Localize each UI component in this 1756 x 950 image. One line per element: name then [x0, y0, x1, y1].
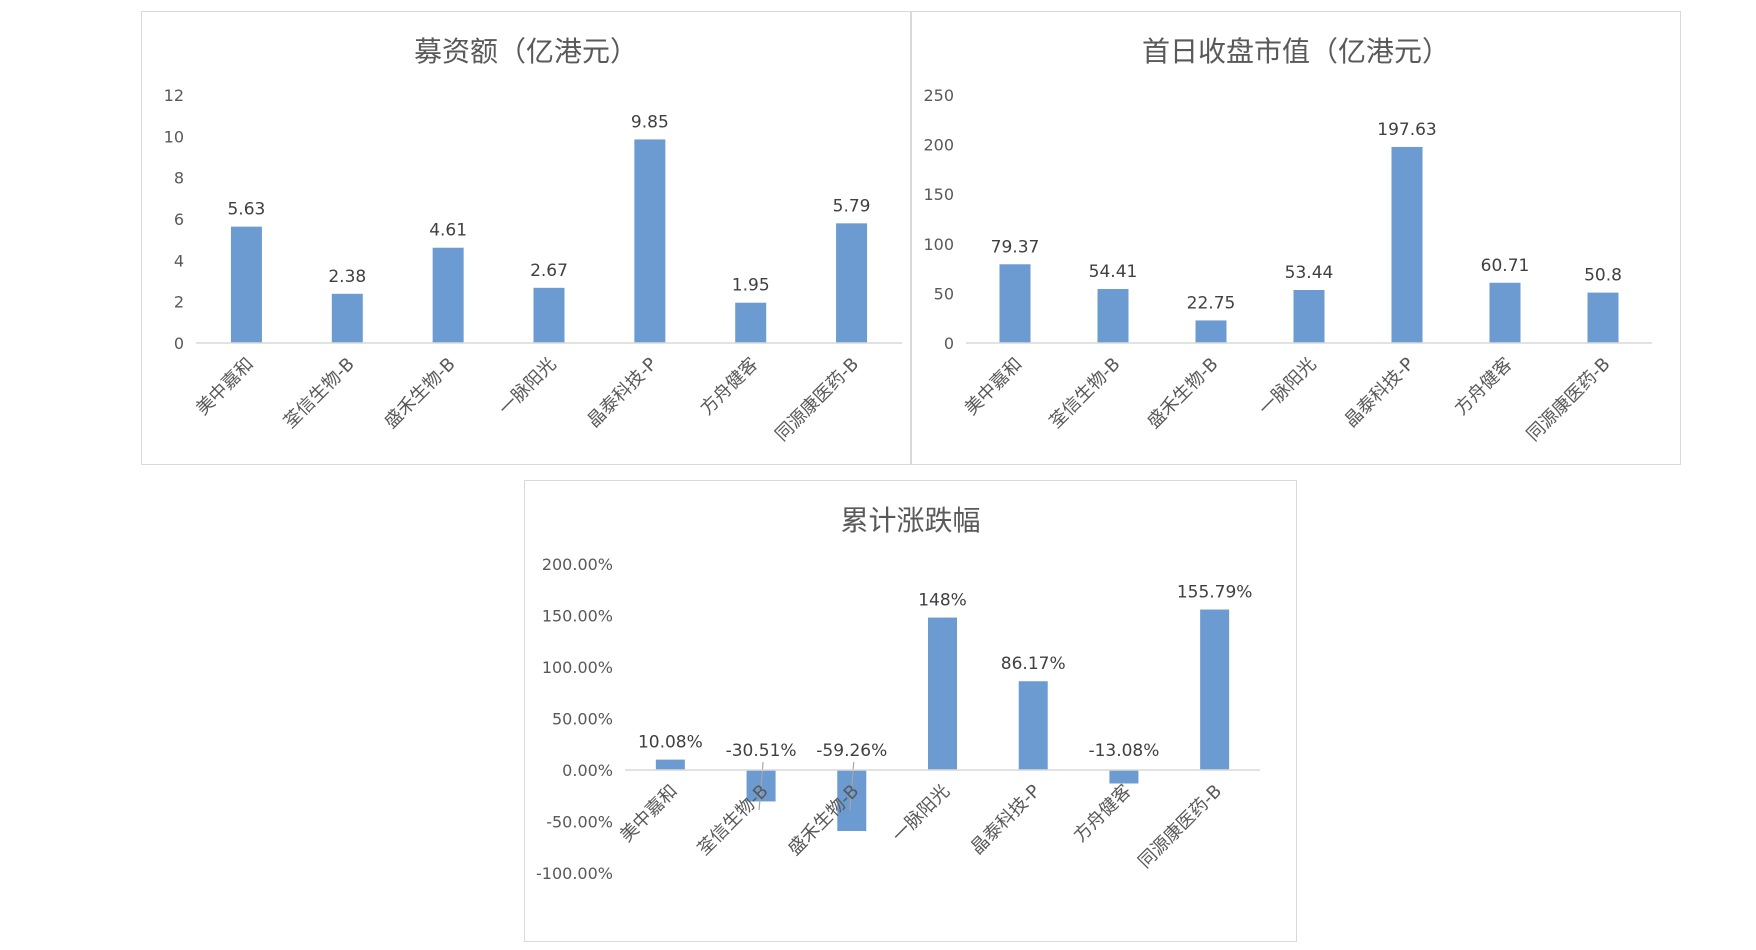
data-label: 4.61 [429, 221, 467, 241]
data-label: 9.85 [631, 112, 669, 132]
bar [928, 617, 957, 770]
category-label: 方舟健客 [1451, 354, 1517, 420]
category-label: 美中嘉和 [192, 354, 258, 420]
category-label: 荃信生物-B [1045, 354, 1124, 433]
bar [1109, 770, 1139, 784]
data-label: 79.37 [991, 237, 1040, 257]
bar [1018, 681, 1048, 770]
data-label: 2.67 [530, 261, 568, 281]
y-tick-label: 8 [174, 169, 184, 188]
chart-title: 募资额（亿港元） [413, 35, 638, 68]
category-label: 美中嘉和 [961, 354, 1027, 420]
y-tick-label: 10 [164, 127, 184, 146]
chart-title: 首日收盘市值（亿港元） [1141, 35, 1450, 68]
bar [1391, 146, 1423, 343]
bar [836, 223, 868, 343]
bar [1195, 320, 1227, 343]
y-tick-label: 50 [934, 284, 954, 303]
category-label: 荃信生物-B [694, 781, 773, 860]
bar [1293, 289, 1325, 343]
category-label: 一脉阳光 [495, 354, 561, 420]
category-label: 晶泰科技-P [583, 354, 661, 432]
data-label: 2.38 [328, 267, 366, 287]
y-tick-label: 4 [174, 251, 184, 270]
category-label: 晶泰科技-P [1340, 354, 1418, 432]
bar [999, 264, 1031, 343]
category-label: 盛禾生物-B [1143, 354, 1222, 433]
y-tick-label: 200.00% [542, 555, 613, 574]
bar [1587, 292, 1619, 343]
data-label: 197.63 [1377, 120, 1436, 140]
data-label: 53.44 [1285, 263, 1334, 283]
data-label: 155.79% [1177, 583, 1253, 603]
bar [331, 293, 363, 343]
category-label: 美中嘉和 [616, 781, 682, 847]
data-label: 54.41 [1089, 262, 1138, 282]
cumulative-change-chart-svg: -100.00% -50.00% 0.00% 50.00% 100.00% 150.00%… [536, 555, 1260, 883]
category-label: 同源康医药-B [771, 354, 863, 446]
bar [230, 226, 262, 343]
data-label: 5.79 [833, 196, 871, 216]
y-tick-label: 200 [923, 136, 954, 155]
bar [655, 759, 685, 770]
bar [1489, 282, 1521, 343]
fundraising-chart-panel: 募资额（亿港元） 0 2 4 6 8 10 12 5.63 美中嘉和 2.38 荃信生物-B 4.61… [141, 11, 911, 465]
y-tick-label: 0 [944, 334, 954, 353]
y-tick-label: 12 [164, 86, 184, 105]
category-label: 同源康医药-B [1134, 781, 1226, 873]
y-tick-label: 6 [174, 210, 184, 229]
category-label: 盛禾生物-B [381, 354, 460, 433]
chart-title: 累计涨跌幅 [840, 504, 981, 537]
bar [1200, 609, 1230, 770]
bar [533, 287, 565, 343]
category-label: 一脉阳光 [888, 781, 954, 847]
fundraising-chart-svg: 0 2 4 6 8 10 12 5.63 美中嘉和 2.38 荃信生物-B 4.61 盛禾生物-B 2.6… [164, 86, 902, 446]
market-cap-chart-panel: 首日收盘市值（亿港元） 0 50 100 150 200 250 79.37 美中嘉和 54.4… [911, 11, 1681, 465]
data-label: 50.8 [1584, 266, 1622, 286]
y-tick-label: 100 [923, 235, 954, 254]
data-label: 5.63 [227, 200, 265, 220]
y-tick-label: -50.00% [546, 813, 613, 832]
y-tick-label: 100.00% [542, 658, 613, 677]
y-tick-label: 150.00% [542, 607, 613, 626]
data-label: -59.26% [816, 741, 887, 761]
y-tick-label: 0.00% [562, 761, 613, 780]
data-label: 10.08% [638, 733, 703, 753]
data-label: 86.17% [1001, 654, 1066, 674]
bar [432, 247, 464, 343]
y-tick-label: 50.00% [552, 710, 613, 729]
y-tick-label: -100.00% [536, 864, 613, 883]
category-label: 方舟健客 [696, 354, 762, 420]
category-label: 晶泰科技-P [967, 781, 1045, 859]
data-label: 1.95 [732, 276, 770, 296]
category-label: 同源康医药-B [1523, 354, 1615, 446]
market-cap-chart-svg: 0 50 100 150 200 250 79.37 美中嘉和 54.41 荃信生物-B 22.75… [923, 86, 1652, 446]
bar [1097, 289, 1129, 343]
data-label: -13.08% [1088, 741, 1159, 761]
data-label: 148% [918, 591, 967, 611]
cumulative-change-chart-panel: 累计涨跌幅 -100.00% -50.00% 0.00% 50.00% 100.00% 1… [524, 480, 1297, 942]
category-label: 荃信生物-B [280, 354, 359, 433]
bar [634, 139, 666, 343]
category-label: 一脉阳光 [1255, 354, 1321, 420]
category-label: 方舟健客 [1070, 781, 1136, 847]
data-label: 22.75 [1187, 293, 1236, 313]
y-tick-label: 150 [923, 185, 954, 204]
data-label: -30.51% [726, 741, 797, 761]
y-tick-label: 250 [923, 86, 954, 105]
y-tick-label: 2 [174, 293, 184, 312]
y-tick-label: 0 [174, 334, 184, 353]
bar [735, 302, 767, 343]
data-label: 60.71 [1481, 256, 1530, 276]
